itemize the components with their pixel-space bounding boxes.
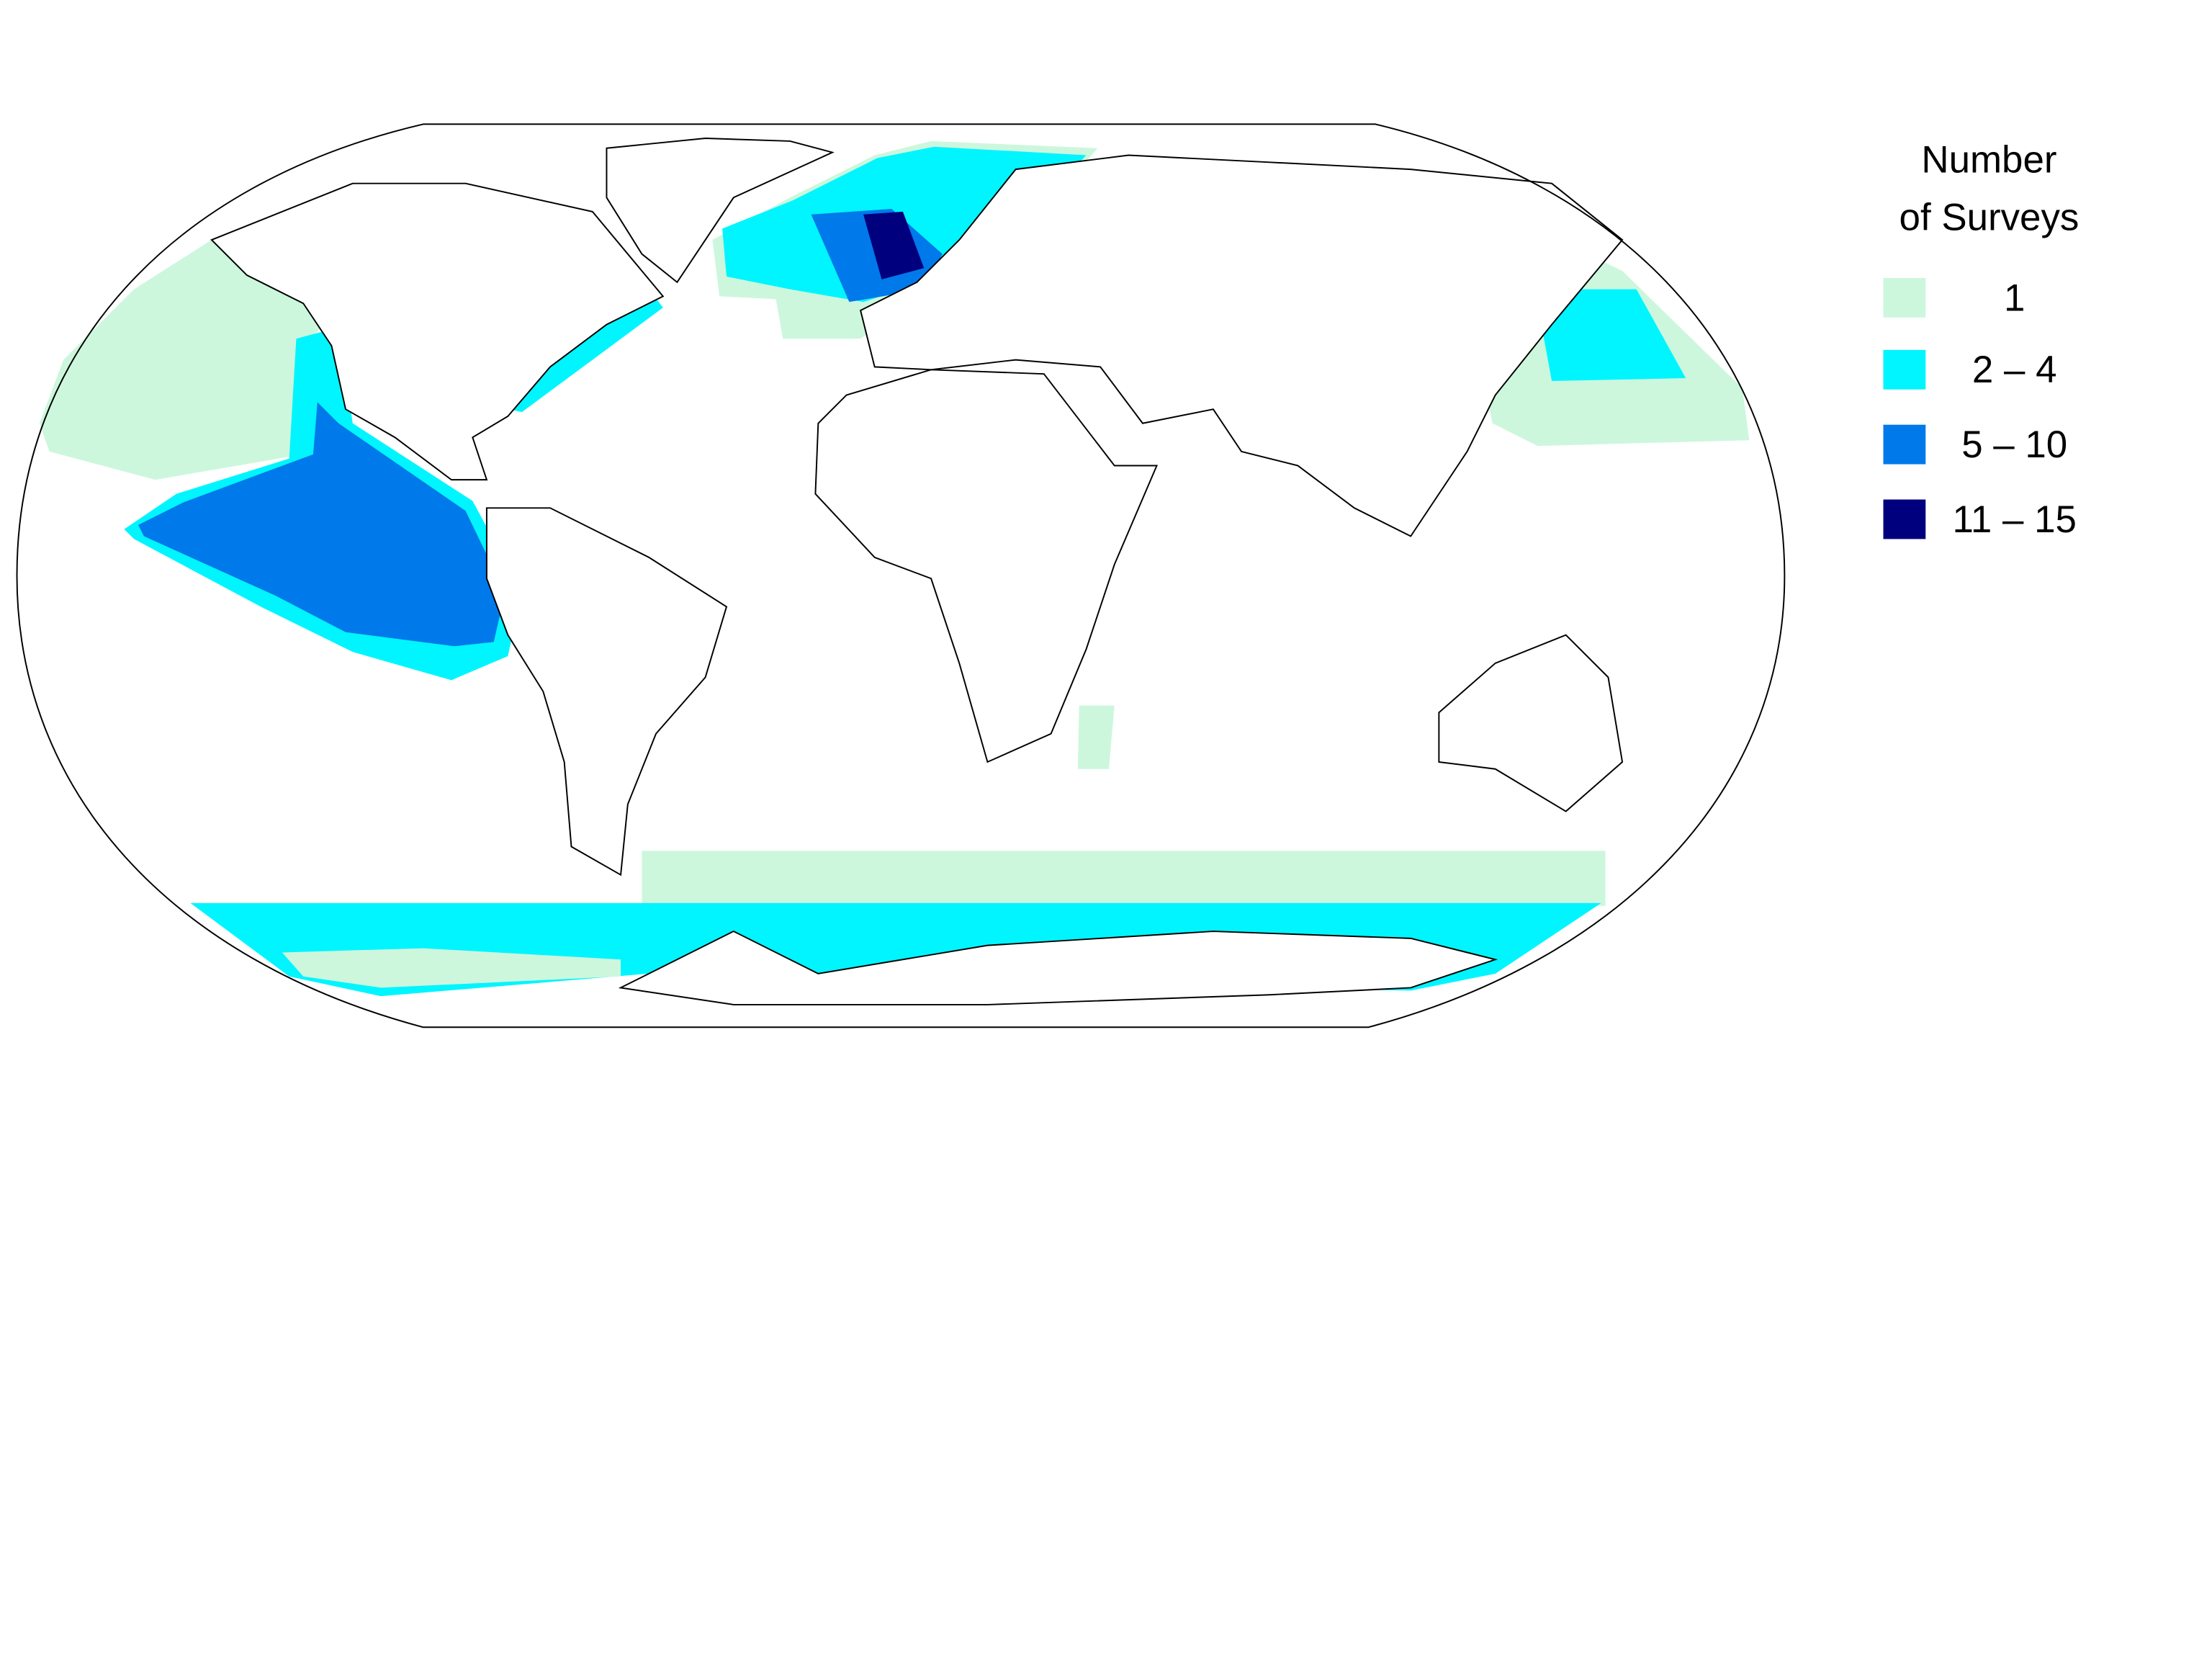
region-southern-light-2: [282, 948, 621, 988]
legend-label: 11 – 15: [1952, 498, 2077, 541]
legend-swatch: [1883, 349, 1926, 390]
legend-label: 2 – 4: [1972, 349, 2057, 391]
greenland: [606, 138, 835, 284]
map-outline: [16, 123, 1786, 1028]
continents: [210, 138, 1624, 1005]
north-america: [210, 182, 665, 481]
legend-swatch: [1883, 424, 1926, 465]
legend: Number of Surveys 1 2 – 4 5 – 10 11 – 15: [1883, 138, 2080, 541]
region-w-atlantic-cyan: [508, 289, 663, 413]
region-north-sea-navy: [863, 211, 925, 279]
legend-title: of Surveys: [1899, 197, 2080, 239]
eurasia: [859, 154, 1624, 537]
region-pacific-blue: [138, 402, 505, 647]
legend-label: 1: [2004, 277, 2025, 319]
legend-swatch: [1883, 277, 1926, 318]
legend-swatch: [1883, 499, 1926, 539]
legend-label: 5 – 10: [1961, 423, 2067, 466]
region-nw-pacific-cyan: [1534, 289, 1686, 381]
south-america: [485, 507, 728, 877]
region-se-africa-light: [1077, 705, 1115, 769]
region-ne-pacific-light: [39, 233, 350, 480]
legend-title: Number: [1921, 138, 2056, 181]
australia: [1438, 634, 1624, 812]
antarctica: [618, 930, 1498, 1005]
africa: [814, 369, 1159, 763]
region-southern-light: [642, 851, 1606, 906]
